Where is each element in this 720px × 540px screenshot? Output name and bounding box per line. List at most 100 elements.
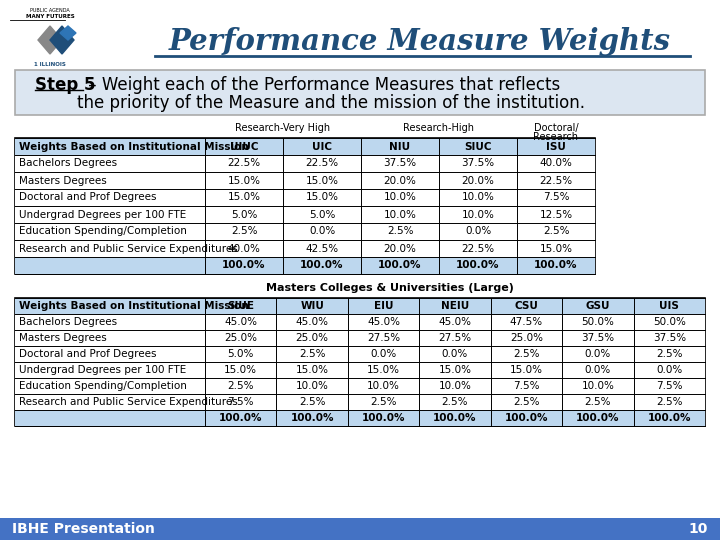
Text: Weights Based on Institutional Mission: Weights Based on Institutional Mission xyxy=(19,301,248,311)
Bar xyxy=(15,189,595,206)
Text: 2.5%: 2.5% xyxy=(299,397,325,407)
Text: 15.0%: 15.0% xyxy=(510,365,543,375)
Text: 0.0%: 0.0% xyxy=(309,226,335,237)
Text: 40.0%: 40.0% xyxy=(228,244,261,253)
Text: CSU: CSU xyxy=(515,301,539,311)
Text: 20.0%: 20.0% xyxy=(384,176,416,186)
Text: 0.0%: 0.0% xyxy=(465,226,491,237)
Text: 22.5%: 22.5% xyxy=(539,176,572,186)
Text: Research-High: Research-High xyxy=(403,123,474,133)
Bar xyxy=(15,223,595,240)
Text: 42.5%: 42.5% xyxy=(305,244,338,253)
Bar xyxy=(15,314,705,330)
Text: 50.0%: 50.0% xyxy=(582,317,614,327)
Text: 37.5%: 37.5% xyxy=(384,159,417,168)
Text: 0.0%: 0.0% xyxy=(371,349,397,359)
Text: 15.0%: 15.0% xyxy=(296,365,328,375)
Text: 7.5%: 7.5% xyxy=(513,381,540,391)
Text: 2.5%: 2.5% xyxy=(299,349,325,359)
Bar xyxy=(15,330,705,346)
Bar xyxy=(15,240,595,257)
Text: 5.0%: 5.0% xyxy=(309,210,336,219)
Text: 37.5%: 37.5% xyxy=(653,333,686,343)
Text: 5.0%: 5.0% xyxy=(231,210,257,219)
Text: IBHE Presentation: IBHE Presentation xyxy=(12,522,155,536)
Text: 10.0%: 10.0% xyxy=(438,381,472,391)
Text: 2.5%: 2.5% xyxy=(228,381,254,391)
Text: PUBLIC AGENDA: PUBLIC AGENDA xyxy=(30,8,70,13)
Bar xyxy=(15,298,705,314)
Text: Research: Research xyxy=(534,132,578,142)
Text: Undergrad Degrees per 100 FTE: Undergrad Degrees per 100 FTE xyxy=(19,210,186,219)
Text: SIUC: SIUC xyxy=(464,141,492,152)
Text: 45.0%: 45.0% xyxy=(224,317,257,327)
Text: Bachelors Degrees: Bachelors Degrees xyxy=(19,159,117,168)
Text: Research and Public Service Expenditures: Research and Public Service Expenditures xyxy=(19,397,238,407)
Text: 2.5%: 2.5% xyxy=(513,397,540,407)
Text: 37.5%: 37.5% xyxy=(581,333,614,343)
Text: 45.0%: 45.0% xyxy=(438,317,472,327)
Text: 0.0%: 0.0% xyxy=(656,365,683,375)
Text: 25.0%: 25.0% xyxy=(296,333,328,343)
Text: 100.0%: 100.0% xyxy=(456,260,500,271)
Bar xyxy=(15,206,595,223)
Text: MANY FUTURES: MANY FUTURES xyxy=(26,14,74,19)
Text: 20.0%: 20.0% xyxy=(384,244,416,253)
Text: Performance Measure Weights: Performance Measure Weights xyxy=(169,28,671,57)
Bar xyxy=(15,410,705,426)
Polygon shape xyxy=(38,26,62,54)
Bar xyxy=(15,257,595,274)
Text: Education Spending/Completion: Education Spending/Completion xyxy=(19,226,187,237)
Text: 25.0%: 25.0% xyxy=(224,333,257,343)
Text: 15.0%: 15.0% xyxy=(228,192,261,202)
Bar xyxy=(0,518,720,540)
Text: 15.0%: 15.0% xyxy=(305,192,338,202)
Text: UIUC: UIUC xyxy=(230,141,258,152)
Text: ISU: ISU xyxy=(546,141,566,152)
Text: 10.0%: 10.0% xyxy=(462,192,495,202)
Text: Doctoral and Prof Degrees: Doctoral and Prof Degrees xyxy=(19,192,156,202)
Text: EIU: EIU xyxy=(374,301,393,311)
Text: 15.0%: 15.0% xyxy=(438,365,472,375)
Text: 100.0%: 100.0% xyxy=(534,260,577,271)
Text: 15.0%: 15.0% xyxy=(539,244,572,253)
Text: 20.0%: 20.0% xyxy=(462,176,495,186)
Text: 1 ILLINOIS: 1 ILLINOIS xyxy=(34,62,66,67)
Polygon shape xyxy=(50,26,74,54)
Text: 100.0%: 100.0% xyxy=(362,413,405,423)
Text: WIU: WIU xyxy=(300,301,324,311)
Text: 45.0%: 45.0% xyxy=(367,317,400,327)
Text: 0.0%: 0.0% xyxy=(442,349,468,359)
Bar xyxy=(15,298,705,426)
Text: 15.0%: 15.0% xyxy=(228,176,261,186)
Text: Doctoral and Prof Degrees: Doctoral and Prof Degrees xyxy=(19,349,156,359)
Text: 10: 10 xyxy=(688,522,708,536)
Text: 2.5%: 2.5% xyxy=(387,226,413,237)
Text: 2.5%: 2.5% xyxy=(585,397,611,407)
Text: Education Spending/Completion: Education Spending/Completion xyxy=(19,381,187,391)
Text: 2.5%: 2.5% xyxy=(656,349,683,359)
Text: Weights Based on Institutional Mission: Weights Based on Institutional Mission xyxy=(19,141,248,152)
Text: 10.0%: 10.0% xyxy=(384,192,416,202)
Bar xyxy=(15,138,595,274)
Bar xyxy=(15,155,595,172)
Text: 100.0%: 100.0% xyxy=(647,413,691,423)
Text: 5.0%: 5.0% xyxy=(228,349,254,359)
Text: Masters Degrees: Masters Degrees xyxy=(19,333,107,343)
Text: 22.5%: 22.5% xyxy=(462,244,495,253)
Text: 100.0%: 100.0% xyxy=(433,413,477,423)
Text: 12.5%: 12.5% xyxy=(539,210,572,219)
Text: NEIU: NEIU xyxy=(441,301,469,311)
Text: Undergrad Degrees per 100 FTE: Undergrad Degrees per 100 FTE xyxy=(19,365,186,375)
Bar xyxy=(15,172,595,189)
Text: 100.0%: 100.0% xyxy=(219,413,263,423)
Text: 10.0%: 10.0% xyxy=(384,210,416,219)
Text: 2.5%: 2.5% xyxy=(513,349,540,359)
Text: 2.5%: 2.5% xyxy=(230,226,257,237)
Text: 0.0%: 0.0% xyxy=(585,349,611,359)
Bar xyxy=(15,394,705,410)
Bar xyxy=(15,138,595,155)
Bar xyxy=(15,70,705,115)
Text: 10.0%: 10.0% xyxy=(367,381,400,391)
Text: 10.0%: 10.0% xyxy=(582,381,614,391)
